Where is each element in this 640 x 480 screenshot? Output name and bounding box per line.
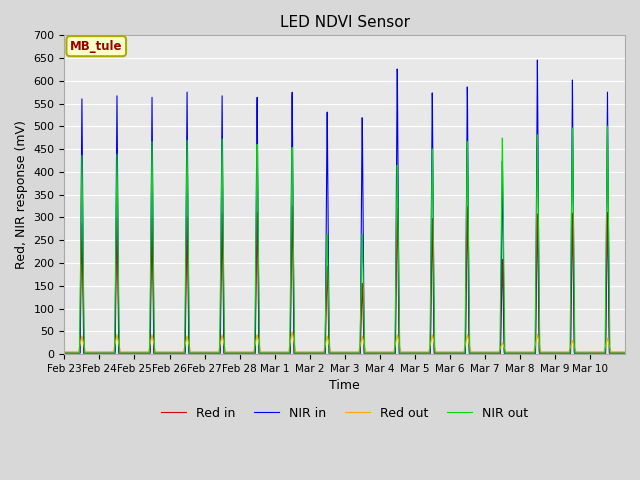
NIR out <box>536 300 543 306</box>
NIR in <box>621 350 629 356</box>
NIR out <box>621 350 629 356</box>
NIR in <box>615 350 623 356</box>
Y-axis label: Red, NIR response (mV): Red, NIR response (mV) <box>15 120 28 269</box>
NIR in <box>417 350 424 356</box>
Line: NIR out: NIR out <box>65 126 625 353</box>
Line: Red in: Red in <box>65 206 625 353</box>
NIR in <box>61 350 68 356</box>
Red in <box>502 350 509 356</box>
Red out <box>621 349 629 355</box>
Red in <box>61 350 68 356</box>
X-axis label: Time: Time <box>330 379 360 392</box>
NIR in <box>466 350 474 356</box>
Red out <box>175 349 183 355</box>
Red in <box>536 350 543 356</box>
NIR out <box>417 350 424 356</box>
Line: Red out: Red out <box>65 332 625 352</box>
NIR out <box>615 350 623 356</box>
Line: NIR in: NIR in <box>65 60 625 353</box>
Red out <box>536 342 543 348</box>
NIR in <box>502 350 509 356</box>
Red out <box>502 349 509 355</box>
NIR out <box>466 350 474 356</box>
Red in <box>175 350 183 356</box>
Red out <box>467 345 474 351</box>
Red out <box>615 349 623 355</box>
Red in <box>615 350 623 356</box>
NIR out <box>604 123 611 129</box>
Red out <box>417 349 424 355</box>
Red out <box>289 329 296 335</box>
NIR out <box>61 350 68 356</box>
Red in <box>621 350 629 356</box>
Red in <box>289 204 296 209</box>
NIR in <box>175 350 183 356</box>
Red in <box>417 350 424 356</box>
Title: LED NDVI Sensor: LED NDVI Sensor <box>280 15 410 30</box>
Legend: Red in, NIR in, Red out, NIR out: Red in, NIR in, Red out, NIR out <box>156 402 533 425</box>
Text: MB_tule: MB_tule <box>70 40 122 53</box>
NIR out <box>175 350 183 356</box>
Red in <box>467 350 474 356</box>
Red out <box>61 349 68 355</box>
NIR in <box>536 350 543 356</box>
NIR in <box>534 57 541 63</box>
NIR out <box>502 350 509 356</box>
